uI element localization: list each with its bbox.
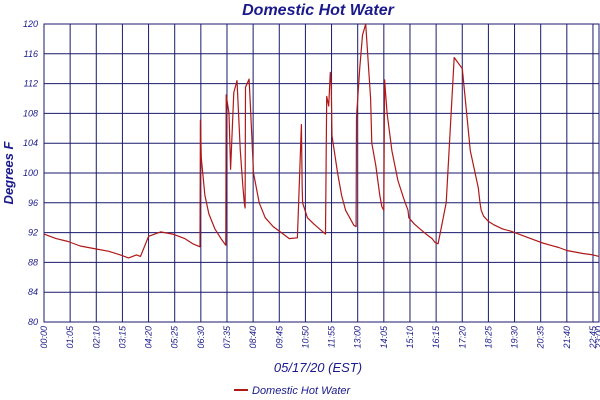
- x-tick-label: 05:25: [170, 325, 180, 349]
- x-axis-label: 05/17/20 (EST): [274, 360, 362, 375]
- y-tick-label: 112: [24, 79, 38, 89]
- y-tick-label: 116: [24, 49, 38, 59]
- y-tick-label: 108: [23, 108, 38, 118]
- series-line: [43, 23, 600, 259]
- x-tick-labels: 00:00 01:05 02:10 03:15 04:20 05:25 06:30 07:35…: [39, 325, 600, 350]
- x-tick-label: 23:00: [594, 326, 600, 350]
- y-tick-label: 80: [28, 317, 38, 327]
- y-axis-label: Degrees F: [1, 141, 16, 205]
- x-tick-label: 21:40: [562, 326, 572, 350]
- x-tick-label: 11:55: [327, 325, 337, 348]
- y-tick-label: 84: [28, 287, 38, 297]
- series-layer: [43, 23, 600, 259]
- x-tick-label: 22:45: [588, 325, 598, 350]
- x-tick-label: 20:35: [536, 325, 546, 350]
- x-tick-label: 16:15: [431, 325, 441, 349]
- x-tick-label: 08:40: [248, 326, 258, 349]
- x-tick-label: 18:25: [483, 325, 493, 349]
- plot-frame: [43, 23, 600, 323]
- y-tick-label: 92: [28, 228, 38, 238]
- y-tick-label: 88: [28, 257, 38, 267]
- x-tick-label: 13:00: [353, 326, 363, 349]
- x-tick-label: 03:15: [117, 325, 127, 349]
- y-tick-labels: 80 84 88 92 96 100 104 108 112 116 120: [23, 19, 38, 327]
- x-tick-label: 00:00: [39, 326, 49, 349]
- y-tick-label: 120: [23, 19, 38, 29]
- x-tick-label: 04:20: [144, 326, 154, 349]
- y-tick-label: 96: [28, 198, 38, 208]
- chart-title: Domestic Hot Water: [242, 2, 395, 19]
- x-tick-label: 19:30: [510, 326, 520, 349]
- x-tick-label: 01:05: [65, 325, 75, 349]
- y-tick-label: 104: [23, 138, 38, 148]
- legend-label: Domestic Hot Water: [252, 385, 352, 397]
- x-tick-label: 02:10: [91, 326, 101, 349]
- y-tick-label: 100: [23, 168, 38, 178]
- grid: [43, 23, 600, 323]
- x-tick-label: 07:35: [222, 325, 232, 349]
- x-tick-label: 14:05: [379, 325, 389, 349]
- legend: Domestic Hot Water: [234, 385, 352, 397]
- x-tick-label: 10:50: [300, 326, 310, 349]
- x-tick-label: 06:30: [196, 326, 206, 349]
- x-tick-label: 17:20: [457, 326, 467, 349]
- x-tick-label: 09:45: [274, 325, 284, 349]
- x-tick-label: 15:10: [405, 326, 415, 349]
